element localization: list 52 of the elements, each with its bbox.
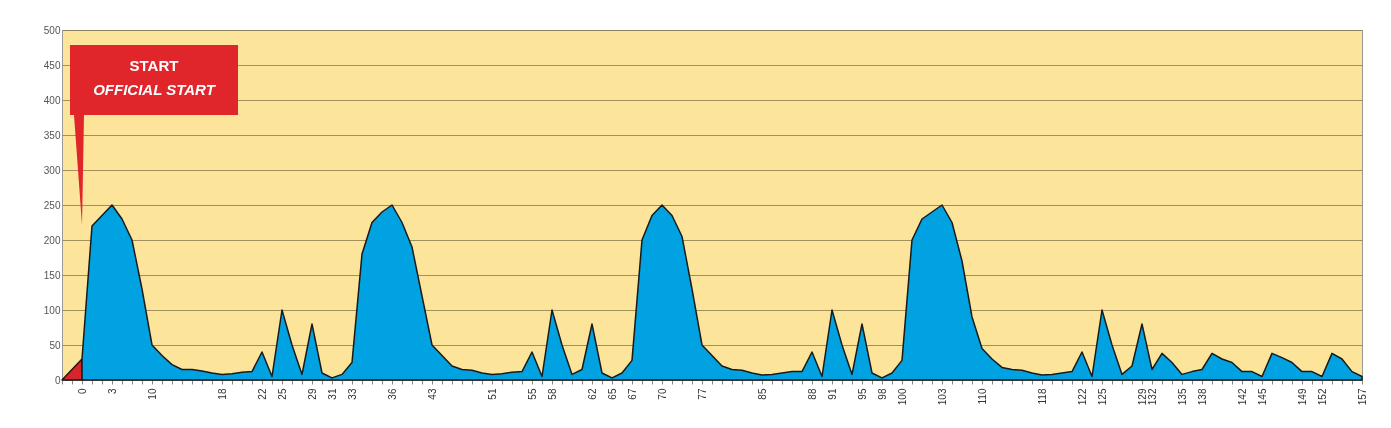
x-tick-label: 31	[326, 388, 338, 400]
x-tick-label: 125	[1096, 388, 1108, 406]
x-tick-label: 138	[1196, 388, 1208, 406]
x-tick-label: 110	[976, 388, 988, 405]
x-tick-label: 3	[106, 388, 118, 395]
x-tick-label: 129	[1136, 388, 1148, 406]
x-tick-label: 29	[306, 388, 318, 400]
x-tick-label: 65	[606, 388, 618, 400]
x-tick-label: 51	[486, 388, 498, 400]
x-tick-label: 103	[936, 388, 948, 406]
x-tick-label: 70	[656, 388, 668, 400]
y-tick-label: 200	[43, 234, 61, 246]
x-tick-label: 62	[586, 388, 598, 400]
x-tick-label: 135	[1176, 388, 1188, 406]
y-tick-label: 100	[43, 304, 61, 316]
y-tick-label: 500	[43, 24, 61, 36]
y-tick-label: 0	[54, 374, 61, 386]
y-tick-label: 450	[43, 59, 61, 71]
annotation: OFFICIAL START	[93, 81, 217, 98]
x-tick-label: 149	[1296, 388, 1308, 406]
x-tick-label: 98	[876, 388, 888, 400]
x-tick-label: 77	[696, 388, 708, 400]
x-tick-label: 95	[856, 388, 868, 400]
x-tick-label: 157	[1356, 388, 1368, 406]
x-tick-label: 58	[546, 388, 558, 400]
x-tick-label: 132	[1146, 388, 1158, 406]
x-tick-label: 85	[756, 388, 768, 400]
x-tick-label: 145	[1256, 388, 1268, 406]
x-tick-label: 36	[386, 388, 398, 400]
y-tick-label: 400	[43, 94, 61, 106]
x-tick-label: 0	[76, 388, 88, 395]
x-tick-label: 33	[346, 388, 358, 400]
x-tick-label: 25	[276, 388, 288, 400]
x-tick-label: 122	[1076, 388, 1088, 406]
x-tick-label: 142	[1236, 388, 1248, 406]
x-tick-label: 91	[826, 388, 838, 400]
x-tick-label: 88	[806, 388, 818, 400]
y-tick-label: 50	[49, 339, 61, 351]
x-tick-label: 118	[1036, 388, 1048, 405]
y-tick-label: 300	[43, 164, 61, 176]
y-tick-label: 350	[43, 129, 61, 141]
x-tick-label: 152	[1316, 388, 1328, 406]
x-tick-label: 18	[216, 388, 228, 400]
x-tick-label: 10	[146, 388, 158, 400]
annotation: START	[129, 57, 179, 74]
x-tick-label: 55	[526, 388, 538, 400]
x-tick-label: 22	[256, 388, 268, 400]
y-tick-label: 250	[43, 199, 61, 211]
x-tick-label: 67	[626, 388, 638, 400]
x-tick-label: 100	[896, 388, 908, 406]
x-tick-label: 43	[426, 388, 438, 400]
y-tick-label: 150	[43, 269, 61, 281]
